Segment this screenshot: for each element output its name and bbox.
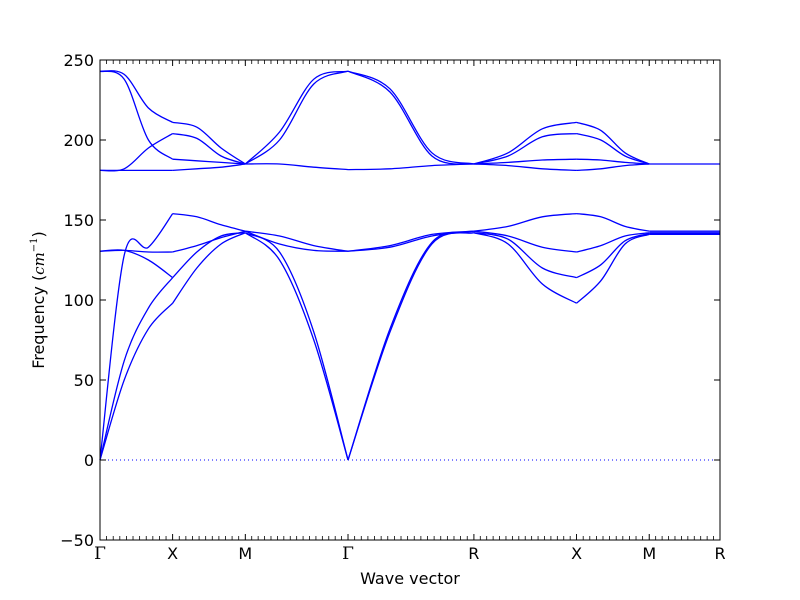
x-tick-label: M	[642, 544, 656, 563]
phonon-branch-Γ-R-2	[347, 230, 474, 252]
phonon-branch-Γ-X-1	[99, 277, 174, 461]
phonon-branch-R-X-2	[473, 230, 577, 253]
phonon-branch-Γ-R-5	[347, 70, 475, 165]
phonon-branch-R-X-5	[473, 158, 577, 165]
y-axis-label-superscript: −1	[29, 237, 40, 252]
phonon-branch-X-M-4	[172, 163, 246, 172]
phonon-branch-Γ-X-3	[99, 249, 173, 253]
x-tick-label: Γ	[342, 544, 354, 564]
phonon-branch-R-X-4	[473, 163, 577, 172]
axes-frame	[99, 59, 721, 541]
phonon-branch-X-M-3	[172, 212, 246, 232]
phonon-branch-X-M-7	[172, 158, 246, 165]
phonon-branch-R-X-0	[473, 232, 577, 304]
phonon-branch-R-X-6	[473, 132, 577, 165]
phonon-branch-Γ-X-4	[99, 213, 174, 461]
y-tick-label: 150	[63, 211, 94, 230]
phonon-branch-X-M-2	[576, 232, 650, 253]
x-tick-label: R	[468, 544, 479, 563]
phonon-branch-X-M-7	[576, 121, 650, 165]
phonon-branch-M-Γ-5	[244, 70, 349, 165]
phonon-branch-Γ-R-6	[347, 70, 474, 165]
phonon-branch-Γ-R-3	[347, 230, 474, 252]
phonon-branch-Γ-X-6	[99, 133, 173, 172]
phonon-branch-X-M-5	[172, 132, 246, 165]
phonon-branch-M-Γ-0	[244, 232, 349, 461]
x-tick-label: X	[571, 544, 582, 563]
phonon-branch-R-X-3	[473, 212, 577, 232]
axis-ticks: −50 0 50 100 150 200 250 Γ X M Γ R X M R	[60, 51, 725, 564]
phonon-branch-X-M-5	[576, 158, 650, 165]
phonon-branch-X-M-4	[576, 163, 650, 172]
y-tick-label: 250	[63, 51, 94, 70]
x-axis-label: Wave vector	[360, 569, 460, 588]
phonon-branch-X-M-2	[172, 230, 246, 253]
phonon-branch-X-M-1	[576, 232, 650, 279]
phonon-branch-Γ-X-0	[99, 302, 174, 461]
phonon-branch-Γ-X-8	[99, 70, 174, 160]
phonon-branch-X-M-0	[172, 232, 246, 304]
y-tick-label: −50	[60, 531, 94, 550]
phonon-branch-M-Γ-2	[245, 230, 349, 252]
phonon-branch-X-M-6	[172, 121, 246, 165]
phonon-branch-M-Γ-4	[245, 163, 349, 171]
phonon-branch-M-Γ-3	[245, 230, 349, 252]
y-tick-label: 200	[63, 131, 94, 150]
y-tick-label: 0	[84, 451, 94, 470]
phonon-branch-X-M-6	[576, 132, 650, 165]
y-axis-label-suffix: )	[29, 231, 48, 237]
y-tick-label: 50	[74, 371, 94, 390]
phonon-branch-X-M-0	[576, 233, 650, 304]
phonon-branch-M-Γ-6	[244, 70, 349, 165]
x-tick-label: M	[238, 544, 252, 563]
phonon-branch-R-X-1	[473, 232, 577, 279]
y-tick-label: 100	[63, 291, 94, 310]
y-axis-label: Frequency (cm−1)	[29, 231, 48, 369]
y-axis-label-prefix: Frequency (	[29, 275, 48, 369]
phonon-branch-R-X-7	[473, 121, 577, 165]
x-tick-label: Γ	[94, 544, 106, 564]
y-axis-label-unit: cm	[30, 252, 48, 275]
phonon-branch-Γ-X-7	[99, 70, 173, 123]
plot-area	[99, 70, 720, 461]
x-tick-label: R	[714, 544, 725, 563]
phonon-branch-X-M-3	[576, 212, 650, 232]
x-tick-label: X	[167, 544, 178, 563]
